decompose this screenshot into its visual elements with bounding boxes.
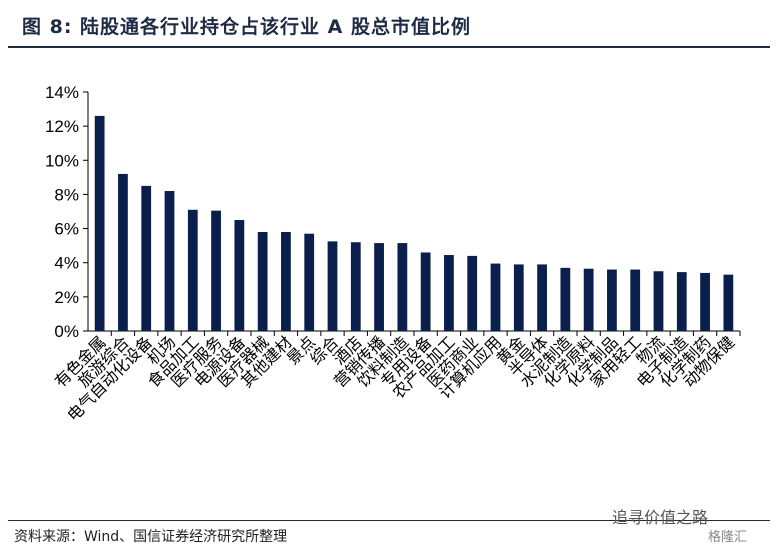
watermark-logo: 格隆汇 [708, 530, 748, 545]
bar [630, 269, 641, 331]
bar [537, 264, 547, 331]
page-title: 图 8: 陆股通各行业持仓占该行业 A 股总市值比例 [22, 16, 471, 38]
source-note: 资料来源：Wind、国信证券经济研究所整理 [14, 529, 288, 545]
bar [94, 115, 105, 332]
source-divider [8, 520, 770, 521]
bar [327, 241, 338, 331]
y-tick-label: 6% [54, 220, 79, 239]
bar [513, 264, 524, 331]
bar [583, 268, 594, 331]
bar [257, 231, 268, 331]
bar [187, 209, 198, 331]
bar [653, 271, 664, 331]
y-tick-label: 14% [45, 83, 79, 102]
title-divider [8, 46, 770, 48]
bar [350, 242, 361, 331]
watermark-text: 追寻价值之路 [612, 508, 709, 527]
bar [723, 274, 734, 331]
bar [560, 267, 571, 331]
bar [211, 210, 221, 331]
bar [607, 269, 617, 331]
bar [234, 220, 245, 331]
bar [374, 243, 384, 331]
y-tick-label: 10% [45, 151, 79, 170]
bar [467, 255, 478, 331]
y-tick-label: 4% [54, 254, 79, 273]
bar [700, 272, 710, 331]
y-tick-label: 2% [54, 288, 79, 307]
y-tick-label: 12% [45, 117, 79, 136]
bar [676, 272, 687, 331]
bar [397, 243, 408, 331]
bar [444, 255, 454, 331]
y-tick-label: 0% [54, 322, 79, 341]
bar [490, 263, 501, 331]
bar [164, 191, 175, 331]
bar [281, 231, 291, 331]
bar [420, 252, 431, 331]
bar [141, 185, 152, 331]
bar [118, 173, 128, 331]
bar [304, 233, 315, 331]
title-bar: 图 8: 陆股通各行业持仓占该行业 A 股总市值比例 [0, 0, 778, 48]
y-tick-label: 8% [54, 185, 79, 204]
